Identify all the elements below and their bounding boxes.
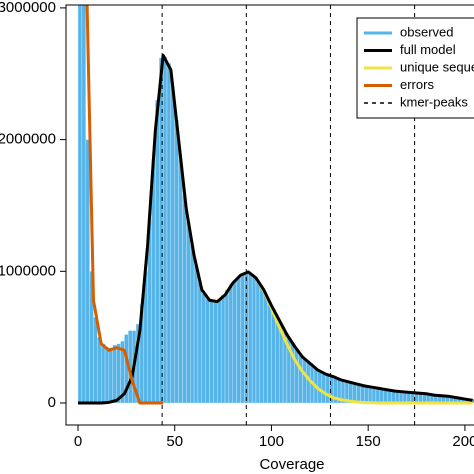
histogram-bar: [217, 298, 222, 404]
histogram-bar: [406, 392, 411, 404]
model-line: [85, 5, 164, 405]
histogram-bar: [213, 301, 218, 404]
histogram-bar: [402, 391, 408, 404]
histogram-bar: [189, 244, 195, 404]
histogram-bar: [201, 293, 206, 404]
legend-label: unique sequence: [400, 59, 474, 74]
y-tick-label: 2000000: [0, 131, 56, 148]
y-tick-label: 3000000: [0, 0, 56, 16]
histogram-bar: [251, 276, 257, 404]
histogram-bar: [97, 336, 102, 404]
legend-label: kmer-peaks: [400, 94, 468, 109]
histogram-bar: [298, 354, 303, 404]
histogram-bar: [108, 347, 114, 404]
histogram-bar: [112, 344, 117, 404]
histogram-bar: [325, 375, 330, 404]
histogram-bar: [193, 264, 199, 404]
histogram-bar: [220, 294, 226, 404]
histogram-bar: [170, 86, 175, 404]
histogram-bar: [228, 284, 233, 404]
x-tick-label: 50: [166, 433, 183, 450]
histogram-bar: [236, 276, 241, 404]
histogram-bar: [85, 139, 90, 404]
legend-label: full model: [400, 42, 456, 57]
histogram-bar: [182, 194, 187, 404]
axes: 0 50 100 150 200 0 1000000 2000000 3000000: [0, 0, 474, 450]
y-tick-label: 0: [48, 394, 56, 411]
histogram-bar: [205, 298, 210, 404]
x-tick-label: 200: [452, 433, 474, 450]
histogram-bar: [174, 119, 179, 404]
histogram-bar: [294, 348, 299, 404]
histogram-bar: [77, 5, 83, 404]
model-line: [77, 53, 473, 405]
histogram-bar: [263, 294, 268, 404]
plot-frame: [65, 4, 474, 426]
x-axis-label: Coverage: [259, 456, 324, 473]
histogram-bar: [367, 386, 373, 404]
legend-label: observed: [400, 24, 453, 39]
histogram-bar: [197, 281, 203, 404]
histogram-bar: [267, 302, 272, 404]
x-tick-label: 0: [74, 433, 82, 450]
histogram-bar: [186, 221, 191, 404]
histogram-bar: [360, 385, 365, 404]
histogram-bar: [101, 343, 106, 404]
histogram-bar: [356, 384, 361, 404]
histogram-bar: [275, 317, 280, 404]
histogram-bar: [255, 281, 261, 404]
histogram-bar: [379, 388, 384, 404]
y-tick-label: 1000000: [0, 262, 56, 279]
histogram-bar: [472, 398, 474, 404]
histogram-bar: [371, 387, 377, 404]
x-tick-label: 100: [259, 433, 284, 450]
histogram-bar: [155, 99, 160, 404]
plot-area: [77, 5, 474, 425]
histogram-bar: [178, 159, 183, 404]
histogram-bar: [364, 386, 369, 404]
histogram-bar: [248, 272, 253, 404]
histogram-bar: [259, 288, 264, 404]
histogram-bar: [104, 347, 110, 404]
x-tick-label: 150: [356, 433, 381, 450]
histogram-bar: [271, 309, 276, 404]
histogram-bar: [306, 361, 311, 404]
histogram-bar: [232, 280, 237, 404]
histogram-bar: [387, 389, 392, 404]
histogram-bar: [209, 301, 214, 404]
histogram-bar: [321, 373, 326, 404]
legend: observed full model unique sequence errors k…: [356, 17, 474, 119]
histogram-bar: [162, 56, 168, 404]
histogram-bar: [240, 273, 245, 404]
histogram-bar: [93, 317, 98, 404]
histogram-bar: [398, 391, 404, 404]
histogram-bar: [224, 289, 230, 404]
histogram-bar: [302, 358, 307, 404]
histogram-bar: [410, 392, 415, 404]
histogram-bar: [81, 5, 86, 404]
legend-label: errors: [400, 77, 434, 92]
histogram-bar: [116, 343, 121, 404]
histogram-bar: [166, 63, 172, 404]
histogram-bar: [383, 389, 388, 404]
histogram-bar: [375, 388, 380, 404]
